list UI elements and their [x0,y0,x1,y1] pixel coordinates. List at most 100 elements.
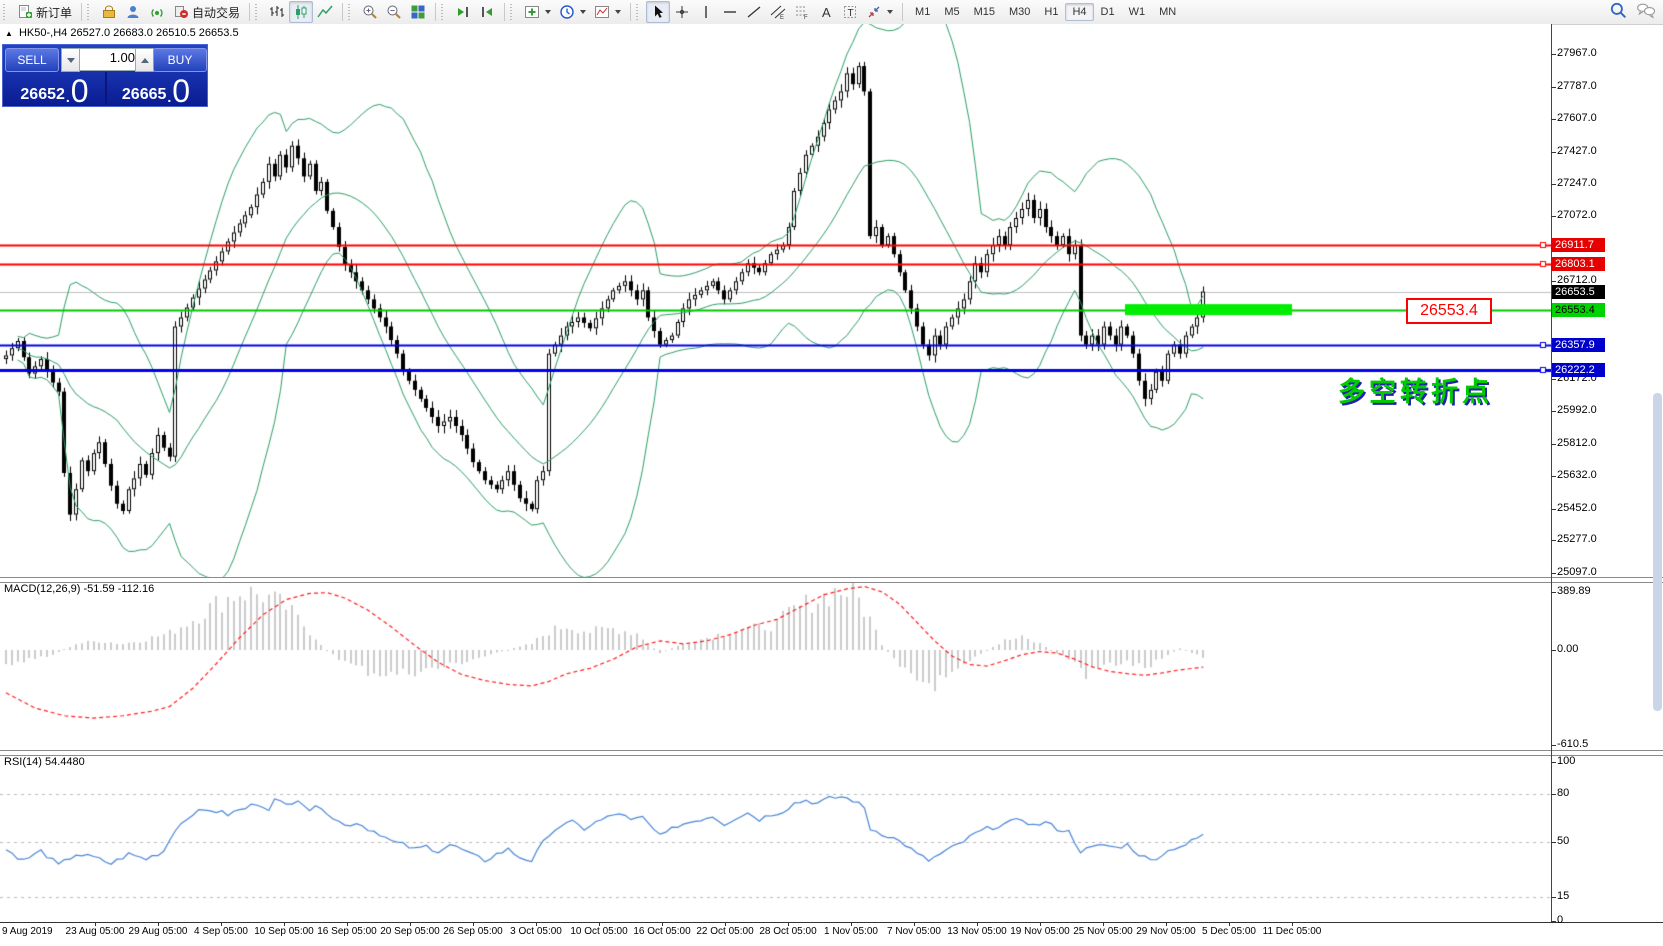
toolbar-grip [636,4,641,20]
rsi-tick [1551,794,1556,795]
text-label-button[interactable]: T [838,1,862,23]
timeframe-m15-button[interactable]: M15 [973,6,995,18]
rsi-tick [1551,762,1556,763]
price-tick-label: 25452.0 [1557,502,1597,514]
toolbar-grip [348,4,353,20]
indicators-button[interactable] [520,1,555,23]
toolbar: 新订单 自动交易 E F A T M1 M5 M15 M30 H1 H4 D1 W1 MN [0,0,1663,25]
date-tick [1292,922,1293,926]
buy-button[interactable]: BUY [153,48,207,72]
date-tick [662,922,663,926]
price-tick-label: 25277.0 [1557,533,1597,545]
buy-price[interactable]: 26665. 0 [107,72,205,109]
zoom-out-button[interactable] [382,1,406,23]
price-tick [1551,573,1556,574]
volume-decrease-button[interactable] [61,48,80,72]
sell-price[interactable]: 26652. 0 [5,72,104,107]
timeframe-m1-button[interactable]: M1 [915,6,931,18]
price-badge: 26357.9 [1552,338,1605,352]
zoom-in-button[interactable] [358,1,382,23]
macd-pane-canvas[interactable] [0,581,1551,750]
price-badge: 26911.7 [1552,238,1605,252]
date-label: 29 Aug 05:00 [128,926,188,937]
tile-windows-button[interactable] [406,1,430,23]
profile-button[interactable] [121,1,145,23]
macd-tick [1551,592,1556,593]
price-tick-label: 25812.0 [1557,437,1597,449]
pane-separator[interactable] [0,577,1663,583]
periods-button[interactable] [555,1,590,23]
main-chart-canvas[interactable] [0,24,1551,578]
fibonacci-button[interactable]: F [790,1,814,23]
new-order-button[interactable]: 新订单 [13,1,76,23]
timeframe-h4-button[interactable]: H4 [1065,3,1094,21]
date-tick [95,922,96,926]
sell-price-dot: . [65,89,70,105]
dropdown-caret-icon[interactable] [887,10,894,14]
dropdown-caret-icon[interactable] [545,10,552,14]
crosshair-button[interactable] [670,1,694,23]
toolbar-grip [510,4,515,20]
arrows-button[interactable] [862,1,897,23]
date-label: 29 Nov 05:00 [1136,926,1196,937]
price-tick-label: 25992.0 [1557,404,1597,416]
rsi-tick [1551,842,1556,843]
annotation-text[interactable]: 多空转折点 [1338,377,1493,407]
channel-icon: E [770,4,786,20]
cursor-button[interactable] [646,1,671,23]
auto-trading-button-label: 自动交易 [192,5,241,20]
horizontal-line-button[interactable] [718,1,742,23]
date-label: 26 Sep 05:00 [443,926,503,937]
chat-icon[interactable] [1635,1,1656,24]
sell-button[interactable]: SELL [5,48,59,72]
rsi-tick-label: 80 [1557,787,1570,799]
linechart-icon [317,4,333,20]
price-tick-label: 27427.0 [1557,145,1597,157]
date-tick [473,922,474,926]
svg-text:A: A [822,5,831,20]
window-scrollbar[interactable] [1653,393,1662,711]
pane-separator[interactable] [0,750,1663,756]
timeframe-h1-button[interactable]: H1 [1044,6,1059,18]
rsi-pane-canvas[interactable] [0,754,1551,922]
equidistant-channel-button[interactable]: E [766,1,790,23]
vertical-line-button[interactable] [694,1,718,23]
text-button[interactable]: A [814,1,838,23]
doc_new-icon [17,4,33,20]
search-icon[interactable] [1609,1,1627,24]
volume-input[interactable]: 1.00 [79,48,140,71]
price-tick [1551,152,1556,153]
history-center-button[interactable] [97,1,121,23]
auto-scroll-button[interactable] [451,1,475,23]
timeframe-mn-button[interactable]: MN [1159,6,1177,18]
date-label: 3 Oct 05:00 [510,926,562,937]
dropdown-caret-icon[interactable] [580,10,587,14]
date-tick [347,922,348,926]
date-tick [914,922,915,926]
dropdown-caret-icon[interactable] [615,10,622,14]
candlestick-chart-button[interactable] [289,1,314,23]
line-chart-button[interactable] [313,1,337,23]
price-annotation-box[interactable]: 26553.4 [1406,298,1492,324]
volume-increase-button[interactable] [135,48,154,72]
price-tick-label: 25097.0 [1557,566,1597,578]
templates-button[interactable] [590,1,625,23]
candles-icon [293,4,309,20]
trendline-button[interactable] [742,1,766,23]
timeframe-d1-button[interactable]: D1 [1100,6,1115,18]
bar-chart-button[interactable] [265,1,289,23]
timeframe-w1-button[interactable]: W1 [1128,6,1146,18]
auto-trading-button[interactable]: 自动交易 [169,1,244,23]
macd-label: MACD(12,26,9) -51.59 -112.16 [4,583,155,595]
chart-shift-button[interactable] [475,1,499,23]
date-label: 19 Nov 05:00 [1010,926,1070,937]
buy-price-dot: . [167,89,172,105]
timeframe-m30-button[interactable]: M30 [1009,6,1031,18]
collapse-marker-icon[interactable]: ▲ [5,29,13,38]
signals-button[interactable] [145,1,169,23]
buy-price-big-digit: 0 [172,73,191,109]
fibo-icon: F [794,4,810,20]
date-label: 7 Nov 05:00 [887,926,941,937]
timeframe-m5-button[interactable]: M5 [944,6,960,18]
